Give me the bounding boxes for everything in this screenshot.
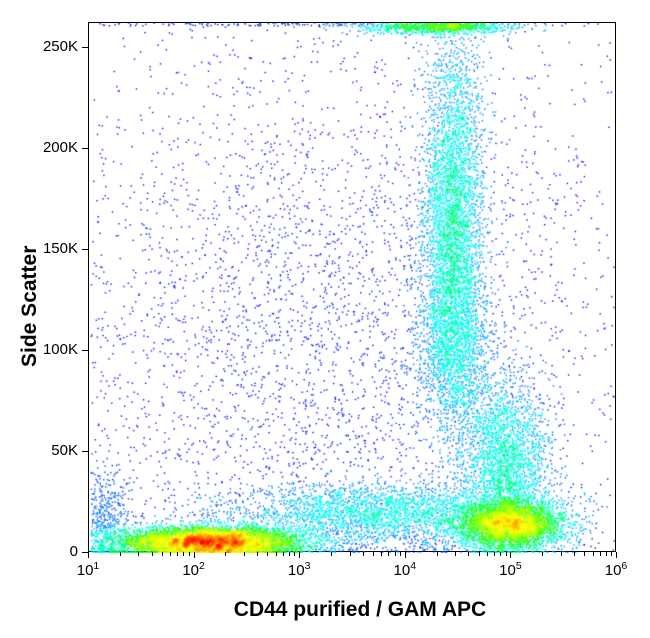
x-tick-label: 101 (63, 560, 113, 579)
y-tick (82, 148, 88, 149)
x-tick-minor (283, 552, 284, 556)
x-tick-label: 105 (485, 560, 535, 579)
x-tick (510, 552, 511, 558)
x-tick-minor (574, 552, 575, 556)
y-tick (82, 350, 88, 351)
x-tick-minor (267, 552, 268, 556)
x-tick (299, 552, 300, 558)
x-tick-minor (170, 552, 171, 556)
x-tick-minor (183, 552, 184, 556)
x-tick-minor (395, 552, 396, 556)
x-tick (88, 552, 89, 558)
x-tick-minor (294, 552, 295, 556)
x-tick-minor (331, 552, 332, 556)
x-tick-minor (455, 552, 456, 556)
x-tick-minor (177, 552, 178, 556)
x-tick-minor (593, 552, 594, 556)
x-tick-minor (437, 552, 438, 556)
x-tick (405, 552, 406, 558)
x-axis-label: CD44 purified / GAM APC (160, 598, 560, 622)
x-tick-minor (542, 552, 543, 556)
x-tick-minor (162, 552, 163, 556)
x-tick-minor (138, 552, 139, 556)
flow-cytometry-chart: Side Scatter CD44 purified / GAM APC 050… (0, 0, 650, 638)
x-tick-minor (479, 552, 480, 556)
y-tick-label: 250K (32, 38, 78, 55)
y-tick-label: 0 (32, 543, 78, 560)
y-tick-label: 150K (32, 240, 78, 257)
x-tick-minor (494, 552, 495, 556)
y-tick-label: 50K (32, 442, 78, 459)
x-tick-minor (606, 552, 607, 556)
y-tick-label: 200K (32, 139, 78, 156)
y-tick-label: 100K (32, 341, 78, 358)
x-tick-label: 106 (591, 560, 641, 579)
x-tick (194, 552, 195, 558)
x-tick-label: 102 (169, 560, 219, 579)
x-tick-minor (276, 552, 277, 556)
x-tick-minor (373, 552, 374, 556)
x-tick-minor (363, 552, 364, 556)
y-tick (82, 249, 88, 250)
x-tick-minor (611, 552, 612, 556)
x-tick-minor (468, 552, 469, 556)
x-tick-minor (350, 552, 351, 556)
x-tick (616, 552, 617, 558)
x-tick-minor (600, 552, 601, 556)
x-tick-minor (584, 552, 585, 556)
x-tick-minor (244, 552, 245, 556)
x-tick-minor (189, 552, 190, 556)
plot-area (88, 22, 616, 552)
x-tick-minor (381, 552, 382, 556)
x-tick-minor (388, 552, 389, 556)
x-tick-minor (506, 552, 507, 556)
y-tick (82, 451, 88, 452)
y-tick (82, 47, 88, 48)
x-tick-minor (487, 552, 488, 556)
scatter-canvas (89, 23, 617, 553)
x-tick-minor (152, 552, 153, 556)
x-tick-minor (500, 552, 501, 556)
x-tick-label: 104 (380, 560, 430, 579)
x-tick-minor (225, 552, 226, 556)
x-tick-minor (289, 552, 290, 556)
x-tick-minor (561, 552, 562, 556)
x-tick-minor (257, 552, 258, 556)
x-tick-minor (400, 552, 401, 556)
x-tick-label: 103 (274, 560, 324, 579)
x-tick-minor (120, 552, 121, 556)
